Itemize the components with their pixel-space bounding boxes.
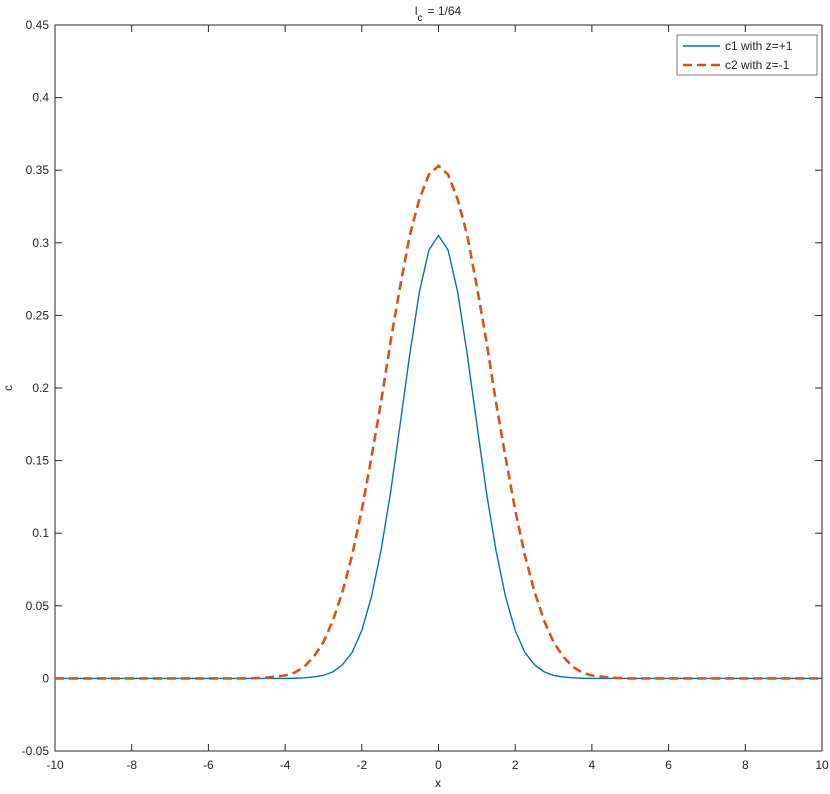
x-tick-label: -10 (46, 758, 64, 772)
title-subscript: c (417, 13, 422, 24)
y-tick-label: 0.1 (32, 526, 49, 540)
y-tick-label: 0.15 (26, 454, 50, 468)
x-tick-label: 2 (512, 758, 519, 772)
x-tick-label: 6 (665, 758, 672, 772)
x-axis-label: x (435, 776, 441, 789)
x-tick-label: -6 (203, 758, 214, 772)
legend-box (676, 34, 818, 76)
y-tick-label: 0.45 (26, 18, 50, 32)
x-tick-label: 4 (589, 758, 596, 772)
x-tick-label: -8 (126, 758, 137, 772)
legend-label: c1 with z=+1 (725, 39, 793, 53)
title-main: l (415, 4, 418, 18)
x-tick-label: 10 (815, 758, 829, 772)
series-line (55, 164, 822, 680)
x-tick-label: -2 (356, 758, 367, 772)
y-tick-label: 0.3 (32, 236, 49, 250)
chart-title: lc = 1/64 (415, 4, 462, 24)
y-tick-label: 0.4 (32, 91, 49, 105)
series-line (55, 234, 822, 680)
title-suffix: = 1/64 (427, 4, 461, 18)
y-tick-label: 0 (42, 671, 49, 685)
y-tick-label: 0.2 (32, 381, 49, 395)
y-axis-label: c (1, 385, 15, 391)
y-tick-label: 0.25 (26, 308, 50, 322)
y-tick-label: -0.05 (22, 744, 50, 758)
y-tick-label: 0.35 (26, 163, 50, 177)
legend: c1 with z=+1 c2 with z=-1 (676, 34, 818, 76)
x-tick-label: 0 (435, 758, 442, 772)
plot-frame (54, 24, 823, 752)
x-tick-label: 8 (742, 758, 749, 772)
y-tick-label: 0.05 (26, 599, 50, 613)
x-tick-label: -4 (280, 758, 291, 772)
legend-label: c2 with z=-1 (725, 58, 790, 72)
